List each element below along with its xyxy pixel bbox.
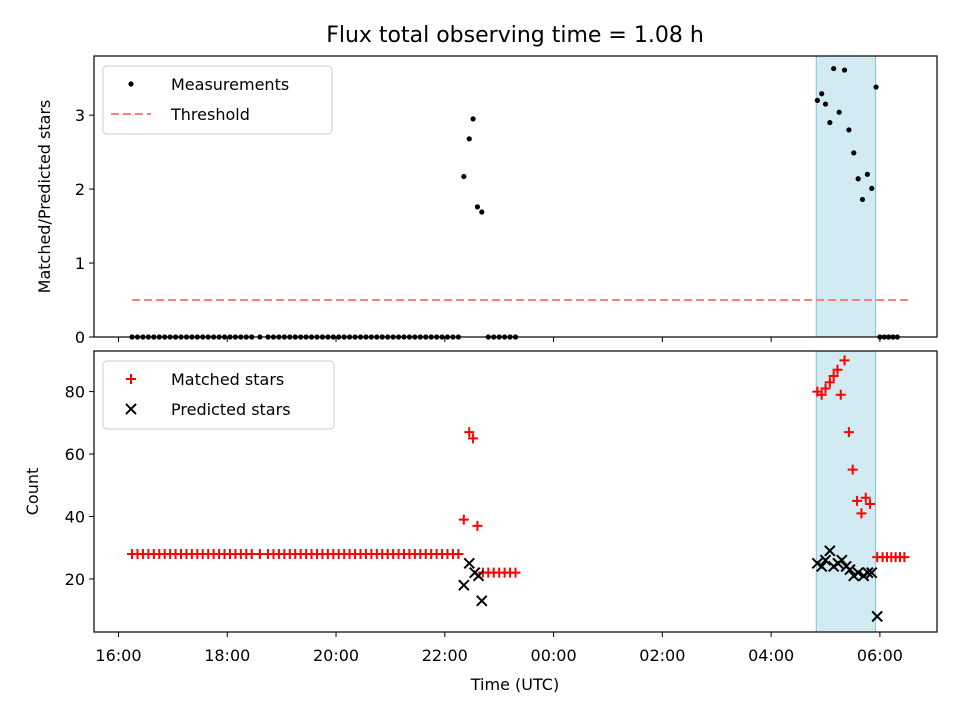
x-tick-label: 18:00 — [204, 646, 250, 665]
x-tick-label: 22:00 — [422, 646, 468, 665]
data-point — [472, 570, 485, 582]
top-panel: 0 1 2 3 Matched/Predicted stars Measurements T… — [35, 55, 938, 347]
data-point — [453, 548, 464, 559]
y-tick-label: 0 — [75, 328, 85, 347]
data-point — [819, 554, 832, 566]
data-point — [816, 389, 827, 400]
observing-span-shade — [815, 55, 877, 338]
legend: Matched stars Predicted stars — [102, 360, 335, 430]
data-point — [846, 127, 852, 133]
data-point — [831, 65, 837, 72]
legend-marker — [126, 374, 136, 384]
data-point — [864, 171, 870, 177]
data-point — [873, 84, 879, 90]
y-tick-label: 60 — [65, 445, 85, 464]
data-point — [855, 176, 861, 182]
data-point — [474, 204, 481, 210]
legend-marker — [128, 81, 134, 87]
legend-marker — [125, 403, 137, 415]
data-point — [839, 355, 850, 366]
data-point — [852, 495, 863, 506]
chart-title: Flux total observing time = 1.08 h — [326, 23, 704, 48]
legend-box — [102, 360, 335, 430]
y-tick-label: 40 — [65, 507, 85, 526]
data-point — [824, 545, 836, 557]
x-tick-label: 04:00 — [748, 646, 794, 665]
data-point — [844, 563, 856, 576]
x-tick-label: 20:00 — [313, 646, 359, 665]
data-point — [814, 97, 820, 103]
data-point — [860, 492, 871, 503]
x-tick-label: 16:00 — [95, 646, 141, 665]
data-point — [841, 67, 848, 73]
data-point — [843, 427, 854, 438]
data-point — [510, 567, 521, 578]
data-point — [866, 566, 878, 579]
y-tick-label: 3 — [75, 106, 85, 125]
data-point — [856, 508, 867, 519]
data-point — [468, 433, 479, 444]
data-point — [899, 552, 910, 563]
data-point — [824, 377, 835, 388]
data-point — [458, 579, 470, 591]
y-axis-label: Count — [23, 468, 42, 516]
data-point — [835, 389, 846, 400]
data-point — [464, 427, 475, 438]
data-point — [820, 383, 831, 394]
legend-label: Threshold — [170, 105, 250, 124]
data-point — [859, 196, 866, 203]
data-point — [828, 370, 839, 381]
legend-label: Measurements — [171, 75, 289, 94]
data-point — [852, 566, 864, 579]
x-axis-label: Time (UTC) — [470, 675, 559, 694]
data-point — [832, 364, 843, 375]
legend: Measurements Threshold — [102, 65, 333, 135]
data-point — [869, 185, 875, 191]
bottom-panel: 20 40 60 80 16:00 18:00 20:00 22:00 00:00 02:00 04… — [23, 350, 938, 665]
data-point — [461, 173, 467, 180]
data-point — [836, 554, 848, 566]
y-axis-label: Matched/Predicted stars — [35, 100, 54, 294]
data-point — [851, 150, 857, 156]
data-point — [470, 116, 476, 122]
data-point — [871, 610, 883, 623]
observing-span-shade — [815, 350, 877, 633]
data-point — [479, 209, 485, 215]
data-point — [836, 109, 842, 115]
x-tick-label: 06:00 — [857, 646, 903, 665]
data-point — [847, 464, 858, 475]
data-point — [476, 595, 488, 607]
y-tick-label: 20 — [65, 570, 85, 589]
data-point — [865, 498, 876, 509]
x-tick-label: 00:00 — [531, 646, 577, 665]
x-tick-label: 02:00 — [639, 646, 685, 665]
legend-label: Predicted stars — [171, 400, 291, 419]
data-point — [463, 557, 475, 570]
y-tick-label: 1 — [75, 254, 85, 273]
y-tick-label: 80 — [65, 383, 85, 402]
axes-frame — [93, 55, 938, 338]
series-matched-stars — [127, 355, 910, 578]
legend-label: Matched stars — [171, 370, 284, 389]
y-tick-label: 2 — [75, 180, 85, 199]
data-point — [472, 520, 483, 531]
data-point — [862, 566, 874, 579]
legend-box — [102, 65, 333, 135]
data-point — [827, 119, 833, 126]
data-point — [819, 91, 825, 97]
data-point — [822, 101, 829, 107]
data-point — [815, 560, 828, 573]
series-predicted-stars — [458, 545, 883, 623]
data-point — [466, 136, 472, 142]
data-point — [458, 514, 469, 525]
axes-frame — [93, 350, 938, 633]
